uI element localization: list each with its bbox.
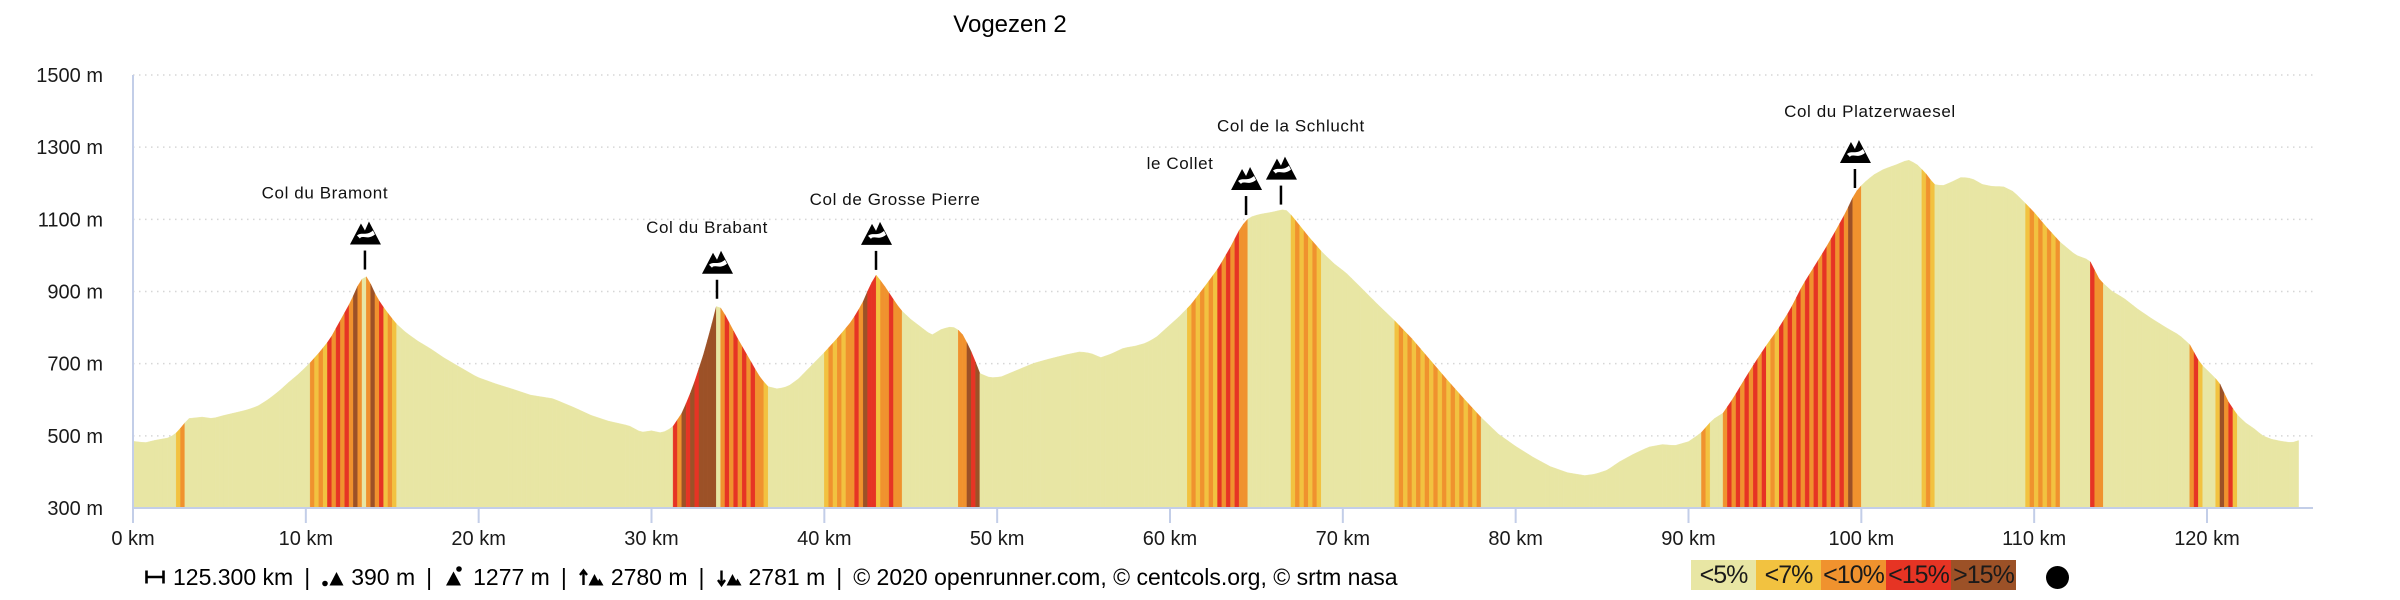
mountain-icon [861,221,893,245]
x-axis-label: 40 km [797,528,851,550]
route-stat-distance: 125.300 km [143,564,293,591]
peak-label: Col du Platzerwaesel [1784,102,1956,121]
y-axis-label: 500 m [47,426,103,448]
y-axis-label: 1100 m [38,209,103,231]
route-stat-ascent: 2780 m [578,564,688,591]
route-stat-value: 2780 m [610,563,688,590]
grade-legend-cell-4: >15% [1951,560,2016,590]
route-stat-value: 390 m [351,563,416,590]
mountain-icon [1265,156,1297,180]
x-axis-label: 0 km [111,528,154,550]
x-axis-label: 90 km [1661,528,1715,550]
peak-label: Col de la Schlucht [1217,117,1365,136]
grade-legend-cell-2: <10% [1821,560,1886,590]
x-axis-label: 50 km [970,528,1024,550]
distance-icon [145,570,165,584]
x-axis-label: 70 km [1316,528,1370,550]
route-stat-value: 125.300 km [173,563,294,590]
mountain-icon [349,221,381,245]
ascent-icon [578,568,604,586]
copyright-text: © 2020 openrunner.com, © centcols.org, ©… [853,563,1398,590]
page-title: Vogezen 2 [953,11,1067,38]
y-axis-label: 1500 m [36,65,103,87]
gradient-legend: <5% <7% <10% <15% >15% [1691,560,2016,590]
peak-marker: Col de Grosse Pierre [810,190,981,270]
peak-label: Col du Bramont [262,184,389,203]
x-axis-label: 100 km [1829,528,1895,550]
route-stat-value: 1277 m [473,563,550,590]
x-axis-label: 60 km [1143,528,1197,550]
profile-area [132,159,2299,509]
peak-marker: Col du Bramont [262,184,389,270]
grade-legend-cell-0: <5% [1691,560,1756,590]
y-axis-label: 900 m [47,282,103,304]
y-axis-label: 700 m [47,354,103,376]
descent-icon [716,570,742,588]
peak-label: Col de Grosse Pierre [810,190,981,209]
grade-legend-cell-1: <7% [1756,560,1821,590]
mountain-icon [702,250,734,274]
peak-label: Col du Brabant [646,218,768,237]
separator: | [836,563,843,590]
x-axis-label: 110 km [2002,528,2066,550]
peak-label: le Collet [1147,154,1214,173]
separator: | [560,563,567,590]
min-altitude-icon [322,572,344,587]
route-stat-min-altitude: 390 m [321,564,415,591]
peak-marker: le Collet [1147,154,1263,216]
y-axis-label: 300 m [47,498,103,520]
x-axis-label: 20 km [451,528,505,550]
mountain-icon [1839,139,1871,163]
profile-toggle-dot[interactable] [2046,566,2069,589]
grade-legend-cell-3: <15% [1886,560,1951,590]
route-stats-bar: 125.300 km | 390 m | 1277 m | 2780 m | 2781 m | © … [143,561,1398,593]
y-axis-label: 1300 m [36,137,103,159]
x-axis-label: 10 km [279,528,333,550]
separator: | [698,563,705,590]
separator: | [304,563,311,590]
mountain-icon [1231,167,1263,191]
route-stat-descent: 2781 m [716,563,826,591]
x-axis-label: 80 km [1488,528,1542,550]
x-axis-label: 120 km [2174,528,2240,550]
route-stat-value: 2781 m [748,563,826,590]
max-altitude-icon [446,566,462,586]
x-axis-label: 30 km [624,528,678,550]
peak-marker: Col du Brabant [646,218,768,299]
separator: | [426,563,433,590]
route-stat-max-altitude: 1277 m [443,564,550,591]
peak-marker: Col du Platzerwaesel [1784,102,1956,188]
peak-marker: Col de la Schlucht [1217,117,1365,205]
